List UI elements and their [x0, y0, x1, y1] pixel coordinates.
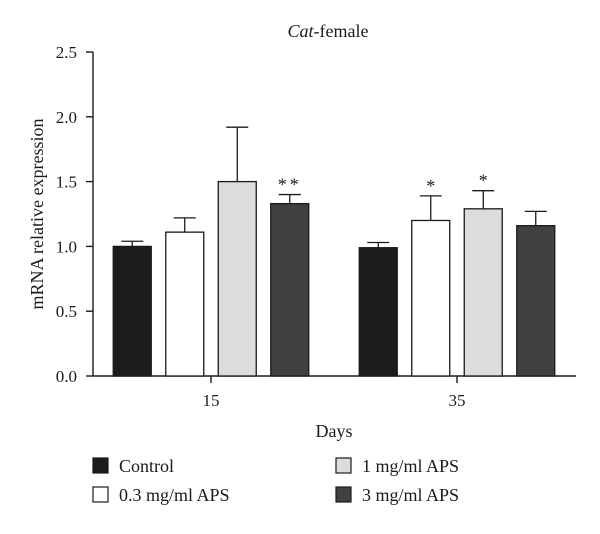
- legend-label: 3 mg/ml APS: [362, 485, 459, 505]
- chart-title: Cat-female: [288, 21, 369, 41]
- bar-group: ** * *: [112, 126, 556, 377]
- significance-label: *: [479, 171, 488, 191]
- chart-title-italic: Cat: [288, 21, 315, 41]
- y-tick-label: 1.0: [56, 237, 77, 256]
- bar: [217, 180, 257, 377]
- y-axis-ticks: 0.0 0.5 1.0 1.5 2.0 2.5: [56, 43, 93, 386]
- y-tick-label: 2.5: [56, 43, 77, 62]
- y-tick-label: 2.0: [56, 108, 77, 127]
- y-tick-label: 1.5: [56, 173, 77, 192]
- legend-label: 1 mg/ml APS: [362, 456, 459, 476]
- bar: [270, 202, 310, 377]
- y-tick-label: 0.0: [56, 367, 77, 386]
- legend-swatch: [92, 486, 109, 503]
- y-tick-label: 0.5: [56, 302, 77, 321]
- legend-swatch: [92, 457, 109, 474]
- x-axis-title: Days: [316, 421, 353, 441]
- x-tick-label: 35: [449, 391, 466, 410]
- x-axis-ticks: 15 35: [203, 376, 466, 410]
- legend-swatch: [335, 457, 352, 474]
- bar: [463, 208, 503, 377]
- legend-label: 0.3 mg/ml APS: [119, 485, 230, 505]
- significance-label: **: [278, 175, 302, 195]
- y-axis-title: mRNA relative expression: [27, 119, 47, 310]
- x-tick-label: 15: [203, 391, 220, 410]
- significance-label: *: [426, 176, 435, 196]
- legend-swatch: [335, 486, 352, 503]
- bar: [165, 231, 205, 377]
- legend-label: Control: [119, 456, 174, 476]
- chart-title-rest: -female: [314, 21, 369, 41]
- bar: [112, 245, 152, 377]
- legend: Control 0.3 mg/ml APS 1 mg/ml APS 3 mg/ml A…: [92, 456, 459, 505]
- bar: [358, 247, 398, 377]
- bar: [516, 225, 556, 377]
- bar: [411, 219, 451, 377]
